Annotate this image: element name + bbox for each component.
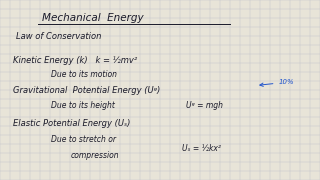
Text: Uₛ = ½kx²: Uₛ = ½kx² bbox=[182, 144, 221, 153]
Text: Due to its height: Due to its height bbox=[51, 101, 115, 110]
Text: Law of Conservation: Law of Conservation bbox=[16, 32, 101, 41]
Text: Due to stretch or: Due to stretch or bbox=[51, 135, 116, 144]
Text: Elastic Potential Energy (Uₛ): Elastic Potential Energy (Uₛ) bbox=[13, 119, 130, 128]
Text: Mechanical  Energy: Mechanical Energy bbox=[42, 13, 143, 23]
Text: Due to its motion: Due to its motion bbox=[51, 70, 117, 79]
Text: compression: compression bbox=[70, 151, 119, 160]
Text: 10%: 10% bbox=[260, 79, 294, 86]
Text: Uᵍ = mgh: Uᵍ = mgh bbox=[186, 101, 223, 110]
Text: Kinetic Energy (k)   k = ½mv²: Kinetic Energy (k) k = ½mv² bbox=[13, 56, 137, 65]
Text: Gravitational  Potential Energy (Uᵍ): Gravitational Potential Energy (Uᵍ) bbox=[13, 86, 160, 95]
